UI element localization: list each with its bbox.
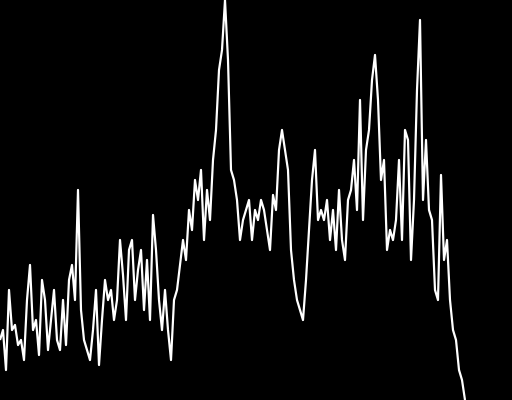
data-line	[0, 0, 467, 400]
